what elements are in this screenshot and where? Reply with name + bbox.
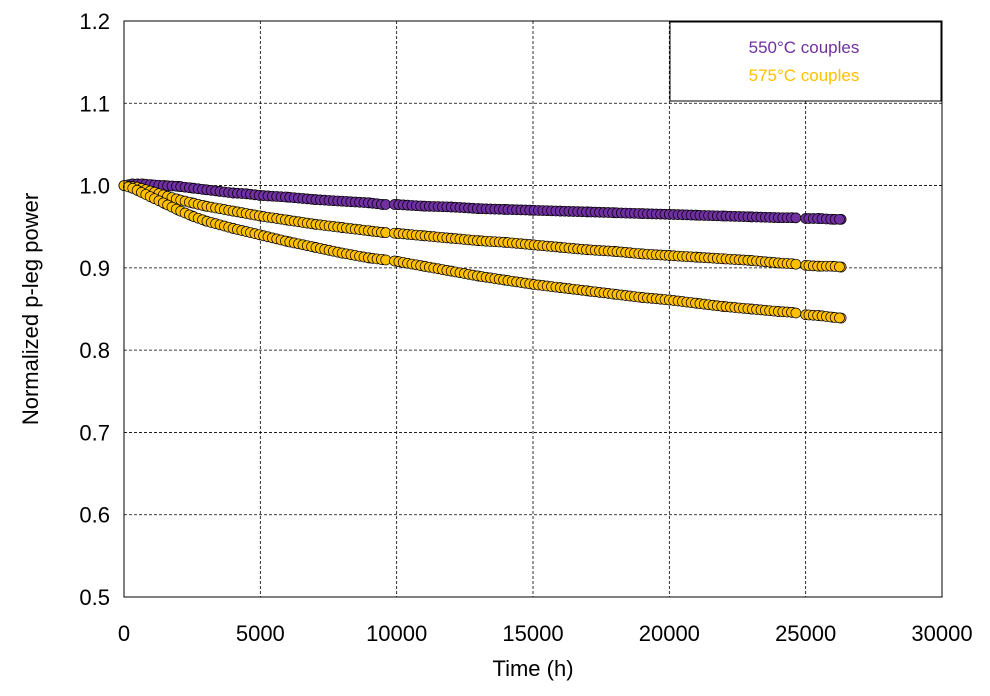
data-points [118, 178, 847, 324]
legend-box [669, 21, 942, 102]
legend-label-550: 550°C couples [749, 38, 860, 57]
x-tick-label: 0 [118, 621, 130, 646]
x-tick-label: 5000 [236, 621, 285, 646]
grid-lines [124, 21, 942, 597]
y-tick-label: 0.7 [79, 420, 110, 445]
data-point [790, 307, 802, 319]
x-tick-label: 15000 [502, 621, 563, 646]
data-point [834, 312, 845, 324]
series-2 [118, 180, 847, 324]
plot-border [123, 20, 943, 598]
data-point [790, 212, 802, 224]
x-tick-label: 25000 [775, 621, 836, 646]
y-tick-label: 1.0 [79, 174, 110, 199]
y-tick-label: 0.9 [79, 256, 110, 281]
y-axis-title: Normalized p-leg power [18, 193, 43, 425]
y-tick-label: 1.2 [79, 9, 110, 34]
y-tick-label: 1.1 [79, 91, 110, 116]
data-point [790, 258, 802, 270]
legend-label-575: 575°C couples [749, 66, 860, 85]
y-tick-labels: 0.5 0.6 0.7 0.8 0.9 1.0 1.1 1.2 [79, 9, 110, 610]
y-tick-label: 0.5 [79, 585, 110, 610]
x-axis-title: Time (h) [492, 656, 573, 681]
x-tick-label: 10000 [366, 621, 427, 646]
y-tick-label: 0.6 [79, 503, 110, 528]
x-tick-label: 30000 [911, 621, 972, 646]
y-tick-label: 0.8 [79, 338, 110, 363]
data-point [834, 213, 845, 225]
x-tick-labels: 0 5000 10000 15000 20000 25000 30000 [118, 621, 973, 646]
x-tick-label: 20000 [639, 621, 700, 646]
legend: 550°C couples 575°C couples [669, 21, 942, 102]
data-point [834, 261, 845, 273]
